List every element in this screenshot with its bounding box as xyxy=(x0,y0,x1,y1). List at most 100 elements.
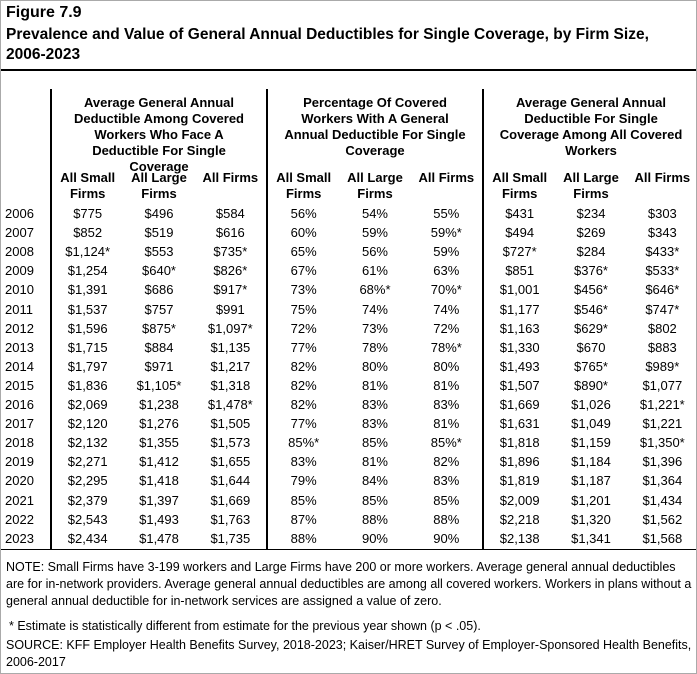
table-cell: 85% xyxy=(433,492,460,508)
table-cell: 88% xyxy=(361,511,388,527)
divider xyxy=(482,89,484,549)
table-cell: $670 xyxy=(576,339,606,355)
table-cell: 61% xyxy=(361,263,388,279)
table-cell: 83% xyxy=(361,416,388,432)
source: SOURCE: KFF Employer Health Benefits Sur… xyxy=(6,638,692,669)
table-cell: $433* xyxy=(645,244,680,260)
table-cell: $1,026 xyxy=(571,397,611,412)
table-cell: $991 xyxy=(215,301,245,317)
table-cell: $826* xyxy=(213,263,248,279)
table-cell: $533* xyxy=(645,263,680,279)
table-cell: $917* xyxy=(213,282,248,298)
table-cell: $234 xyxy=(576,206,606,221)
column-header: All Large Firms xyxy=(131,170,187,201)
table-cell: $1,715 xyxy=(67,339,108,355)
table-cell: $1,478* xyxy=(207,397,253,412)
table-cell: 78% xyxy=(361,339,388,355)
table-cell: $1,478 xyxy=(139,530,179,546)
table-cell: $1,163 xyxy=(499,320,540,336)
table-cell: $1,434 xyxy=(642,492,683,508)
table-cell: $1,818 xyxy=(499,435,540,451)
table-cell: $646* xyxy=(645,282,680,298)
table-rule xyxy=(1,549,696,550)
table-cell: $1,350* xyxy=(639,435,685,451)
table-cell: 80% xyxy=(361,358,388,374)
table-cell: $851 xyxy=(505,263,535,279)
table-cell: $1,819 xyxy=(499,473,540,489)
table-cell: $1,631 xyxy=(499,416,540,432)
table-cell: $875* xyxy=(142,320,176,336)
table-cell: $1,355 xyxy=(139,435,179,451)
table-cell: $1,318 xyxy=(210,377,251,393)
table-cell: $1,669 xyxy=(210,492,251,508)
table-cell: $1,562 xyxy=(642,511,683,527)
table-cell: $456* xyxy=(574,282,608,298)
group-header: Average General Annual Deductible Among … xyxy=(74,95,244,174)
row-year: 2021 xyxy=(5,492,34,508)
table-cell: $1,341 xyxy=(571,530,611,546)
table-cell: $1,669 xyxy=(499,397,540,412)
column-header: All Firms xyxy=(634,170,691,185)
table-cell: $989* xyxy=(645,358,680,374)
table-cell: $1,655 xyxy=(210,454,251,470)
table-cell: $747* xyxy=(645,301,680,317)
table-cell: 81% xyxy=(433,416,460,432)
table-cell: $757 xyxy=(144,301,174,317)
table-cell: 56% xyxy=(290,206,317,221)
table-cell: 77% xyxy=(290,339,317,355)
table-cell: $883 xyxy=(647,339,677,355)
table-cell: $1,097* xyxy=(207,320,253,336)
table-cell: $303 xyxy=(647,206,677,221)
table-cell: $1,763 xyxy=(210,511,251,527)
row-year: 2014 xyxy=(5,358,34,374)
table-cell: 90% xyxy=(433,530,460,546)
table-cell: $269 xyxy=(576,225,606,241)
table-cell: 81% xyxy=(361,377,388,393)
row-year: 2011 xyxy=(5,301,33,317)
table-cell: $1,391 xyxy=(67,282,108,298)
table-cell: 85% xyxy=(361,492,388,508)
divider xyxy=(50,89,52,549)
column-header: All Large Firms xyxy=(563,170,619,201)
column-header: All Firms xyxy=(202,170,259,185)
table-cell: $727* xyxy=(502,244,537,260)
table-cell: $735* xyxy=(213,244,248,260)
table-cell: $1,221* xyxy=(639,397,685,412)
figure-label: Figure 7.9 xyxy=(6,4,82,21)
table-cell: 82% xyxy=(290,377,317,393)
row-year: 2020 xyxy=(5,473,34,489)
table-cell: $1,238 xyxy=(139,397,179,412)
table-cell: $1,397 xyxy=(139,492,179,508)
table-cell: 72% xyxy=(290,320,317,336)
note: NOTE: Small Firms have 3-199 workers and… xyxy=(6,560,692,608)
table-cell: $640* xyxy=(142,263,176,279)
table-cell: 74% xyxy=(433,301,460,317)
table-cell: $1,187 xyxy=(571,473,611,489)
asterisk-note: * Estimate is statistically different fr… xyxy=(9,619,481,633)
table-cell: $1,135 xyxy=(210,339,251,355)
table-cell: 70%* xyxy=(430,282,462,298)
table-cell: $1,217 xyxy=(210,358,251,374)
table-cell: 87% xyxy=(290,511,317,527)
table-cell: $284 xyxy=(576,244,606,260)
table-cell: 83% xyxy=(290,454,317,470)
table-cell: $1,184 xyxy=(571,454,611,470)
table-cell: $1,105* xyxy=(136,377,182,393)
row-year: 2012 xyxy=(5,320,34,336)
group-header: Average General Annual Deductible For Si… xyxy=(499,95,683,158)
table-cell: 59% xyxy=(433,244,460,260)
table-cell: 75% xyxy=(290,301,317,317)
title-rule xyxy=(1,69,696,71)
table-cell: 65% xyxy=(290,244,317,260)
table-cell: $2,138 xyxy=(499,530,540,546)
column-header: All Large Firms xyxy=(347,170,403,201)
table-cell: $1,124* xyxy=(65,244,111,260)
column-header: All Small Firms xyxy=(276,170,332,201)
group-header: Percentage Of Covered Workers With A Gen… xyxy=(284,95,466,158)
table-cell: 82% xyxy=(290,358,317,374)
table-cell: $1,396 xyxy=(642,454,683,470)
table-cell: 68%* xyxy=(359,282,391,298)
table-cell: $1,537 xyxy=(67,301,108,317)
table-cell: 72% xyxy=(433,320,460,336)
